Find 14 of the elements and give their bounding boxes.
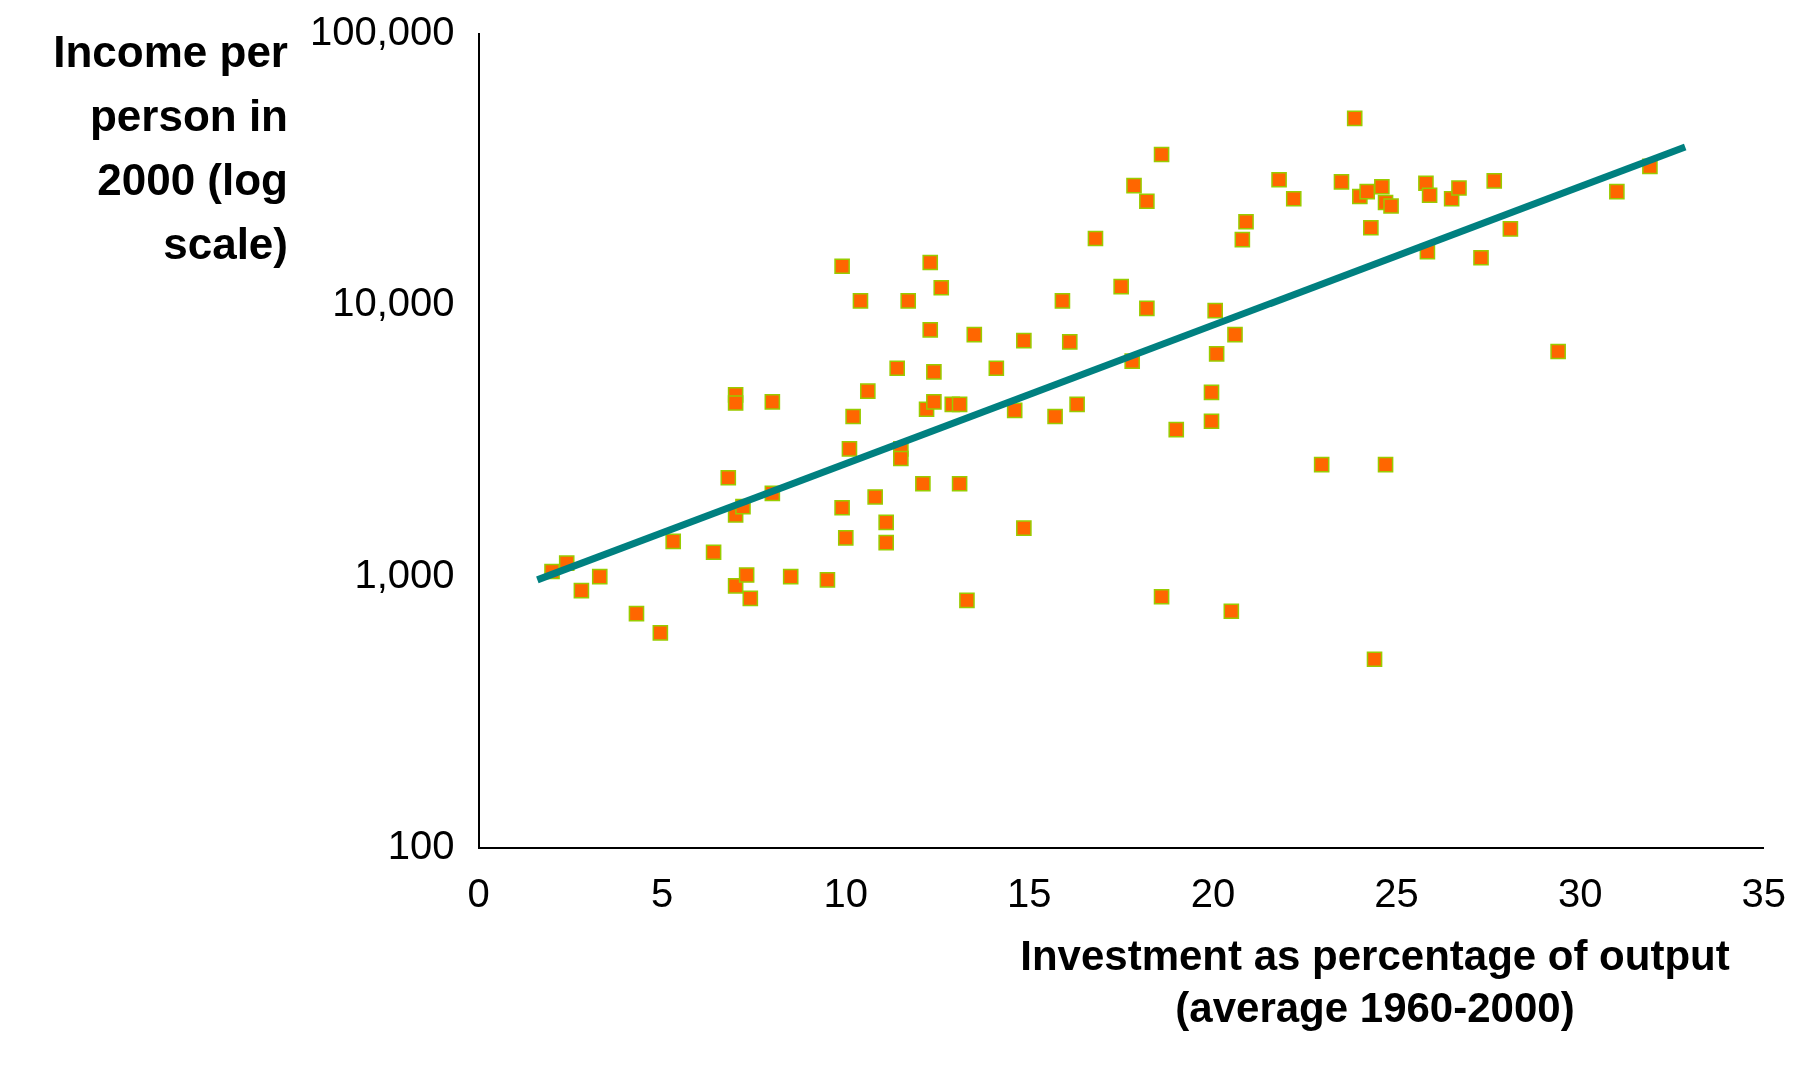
x-tick-label: 10 bbox=[823, 871, 869, 916]
x-tick-label: 30 bbox=[1557, 871, 1603, 916]
y-tick-label: 100,000 bbox=[310, 9, 455, 54]
x-tick-label: 0 bbox=[467, 871, 490, 916]
y-tick-label: 1,000 bbox=[354, 551, 455, 596]
y-tick-label: 10,000 bbox=[332, 280, 455, 325]
x-tick-label: 15 bbox=[1007, 871, 1052, 916]
x-tick-label: 25 bbox=[1374, 871, 1419, 916]
y-axis-title: Income per person in 2000 (log scale) bbox=[52, 26, 288, 270]
x-tick-label: 5 bbox=[651, 871, 674, 916]
y-tick-label: 100 bbox=[387, 823, 455, 868]
x-tick-label: 35 bbox=[1741, 871, 1786, 916]
x-tick-label: 20 bbox=[1190, 871, 1236, 916]
x-axis-title: Investment as percentage of output (average 1960-2000) bbox=[1019, 931, 1731, 1033]
